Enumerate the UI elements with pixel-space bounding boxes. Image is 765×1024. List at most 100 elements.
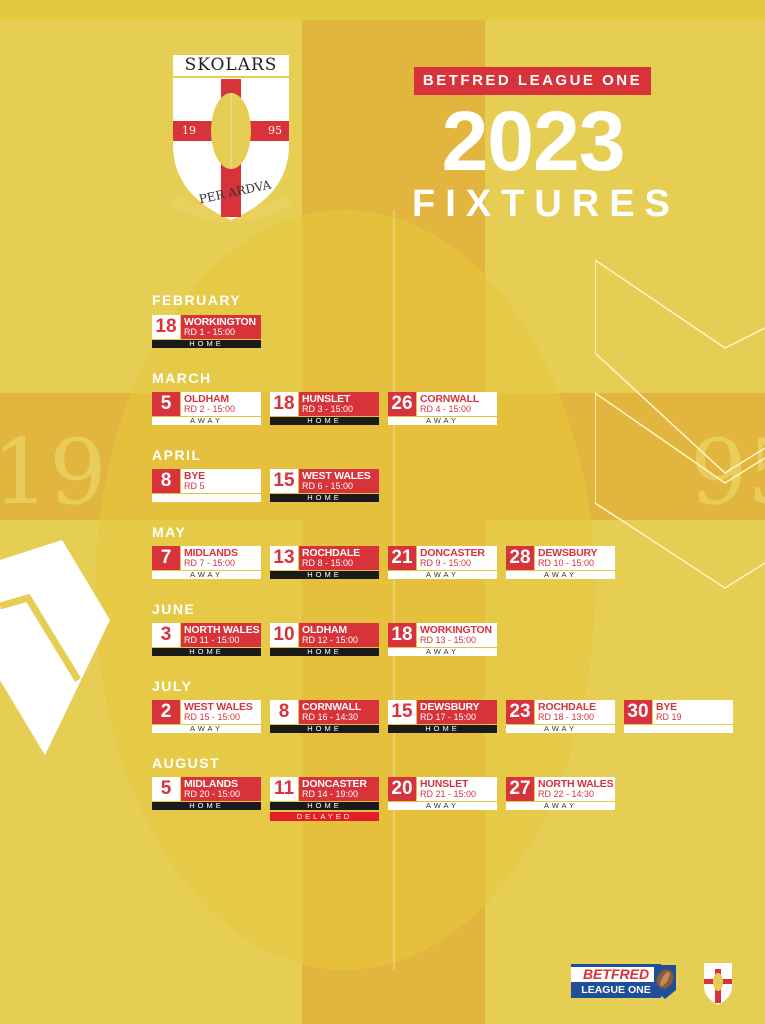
fixture-round: RD 7 - 15:00 (184, 558, 236, 568)
fixture-card: 18 WORKINGTON RD 1 - 15:00 HOME (152, 315, 261, 348)
fixture-day: 26 (388, 392, 416, 416)
fixture-opponent: ROCHDALE (302, 547, 360, 559)
month-heading-august: AUGUST (152, 755, 221, 771)
fixture-round: RD 16 - 14:30 (302, 712, 359, 722)
fixture-day: 3 (152, 623, 180, 647)
fixture-venue: HOME (152, 340, 261, 348)
sponsor-name: BETFRED (571, 964, 661, 984)
season-year: 2023 (441, 94, 626, 188)
chevron-solid-icon (0, 540, 110, 755)
fixture-card: 11 DONCASTER RD 14 - 19:00 HOME (270, 777, 379, 810)
month-heading-july: JULY (152, 678, 193, 694)
fixture-round: RD 6 - 15:00 (302, 481, 354, 491)
fixture-card: 15 WEST WALES RD 6 - 15:00 HOME (270, 469, 379, 502)
fixture-round: RD 12 - 15:00 (302, 635, 359, 645)
fixture-day: 21 (388, 546, 416, 570)
fixture-card: 27 NORTH WALES RD 22 - 14:30 AWAY (506, 777, 615, 810)
fixture-opponent: NORTH WALES (538, 778, 614, 790)
betfred-league-one-logo: BETFRED LEAGUE ONE (571, 964, 677, 999)
fixture-venue: AWAY (506, 571, 615, 579)
fixture-day: 18 (270, 392, 298, 416)
fixture-opponent: OLDHAM (302, 624, 347, 636)
fixture-venue: AWAY (152, 417, 261, 425)
fixture-opponent: DEWSBURY (420, 701, 480, 713)
fixture-info: CORNWALL RD 4 - 15:00 (417, 392, 497, 416)
fixture-info: NORTH WALES RD 22 - 14:30 (535, 777, 615, 801)
fixture-venue: HOME (270, 802, 379, 810)
fixture-round: RD 19 (656, 712, 682, 722)
fixture-opponent: DONCASTER (302, 778, 367, 790)
fixture-info: DEWSBURY RD 17 - 15:00 (417, 700, 497, 724)
fixture-opponent: MIDLANDS (184, 778, 238, 790)
top-strip (0, 0, 765, 20)
fixture-opponent: BYE (656, 701, 677, 713)
fixture-venue: HOME (270, 648, 379, 656)
sponsor-league: LEAGUE ONE (571, 982, 661, 998)
fixture-round: RD 22 - 14:30 (538, 789, 595, 799)
fixture-day: 18 (152, 315, 180, 339)
fixture-info: OLDHAM RD 12 - 15:00 (299, 623, 379, 647)
fixture-opponent: DEWSBURY (538, 547, 598, 559)
fixture-venue: HOME (270, 571, 379, 579)
fixture-card: 5 OLDHAM RD 2 - 15:00 AWAY (152, 392, 261, 425)
fixture-round: RD 10 - 15:00 (538, 558, 595, 568)
fixture-day: 5 (152, 392, 180, 416)
fixture-venue: AWAY (388, 802, 497, 810)
fixture-info: DEWSBURY RD 10 - 15:00 (535, 546, 615, 570)
fixture-venue: HOME (270, 494, 379, 502)
fixture-venue (624, 725, 733, 733)
fixture-round: RD 20 - 15:00 (184, 789, 241, 799)
fixture-venue: HOME (270, 417, 379, 425)
fixture-venue: HOME (152, 802, 261, 810)
fixture-day: 28 (506, 546, 534, 570)
fixture-day: 23 (506, 700, 534, 724)
fixture-venue: AWAY (388, 417, 497, 425)
fixture-info: HUNSLET RD 21 - 15:00 (417, 777, 497, 801)
fixture-day: 8 (152, 469, 180, 493)
fixture-day: 11 (270, 777, 298, 801)
crest-year-left: 19 (182, 124, 196, 137)
fixture-day: 10 (270, 623, 298, 647)
skolars-crest-icon (170, 75, 292, 223)
fixture-card: 20 HUNSLET RD 21 - 15:00 AWAY (388, 777, 497, 810)
fixture-day: 8 (270, 700, 298, 724)
skolars-mini-crest-icon (704, 963, 732, 1005)
fixture-info: DONCASTER RD 14 - 19:00 (299, 777, 379, 801)
fixture-venue: AWAY (152, 571, 261, 579)
fixture-card: 21 DONCASTER RD 9 - 15:00 AWAY (388, 546, 497, 579)
fixture-day: 2 (152, 700, 180, 724)
watermark-year-left: 19 (0, 420, 107, 525)
fixture-opponent: CORNWALL (302, 701, 362, 713)
fixture-opponent: WEST WALES (302, 470, 371, 482)
fixture-day: 30 (624, 700, 652, 724)
fixture-info: NORTH WALES RD 11 - 15:00 (181, 623, 261, 647)
fixture-info: OLDHAM RD 2 - 15:00 (181, 392, 261, 416)
fixture-info: MIDLANDS RD 7 - 15:00 (181, 546, 261, 570)
fixture-card: 13 ROCHDALE RD 8 - 15:00 HOME (270, 546, 379, 579)
fixture-card: 10 OLDHAM RD 12 - 15:00 HOME (270, 623, 379, 656)
fixture-card: 7 MIDLANDS RD 7 - 15:00 AWAY (152, 546, 261, 579)
fixture-info: BYE RD 5 (181, 469, 261, 493)
fixture-venue: AWAY (152, 725, 261, 733)
fixture-round: RD 11 - 15:00 (184, 635, 240, 645)
fixture-day: 20 (388, 777, 416, 801)
fixture-opponent: NORTH WALES (184, 624, 260, 636)
fixture-round: RD 9 - 15:00 (420, 558, 472, 568)
month-heading-march: MARCH (152, 370, 212, 386)
fixture-opponent: CORNWALL (420, 393, 480, 405)
delayed-badge: DELAYED (270, 812, 379, 821)
fixture-info: ROCHDALE RD 8 - 15:00 (299, 546, 379, 570)
fixture-card-bye: 8 BYE RD 5 (152, 469, 261, 502)
fixture-opponent: HUNSLET (302, 393, 351, 405)
chevron-outline-icon (595, 259, 765, 589)
fixture-card-bye: 30 BYE RD 19 (624, 700, 733, 733)
fixture-venue: HOME (152, 648, 261, 656)
crest-club-name: SKOLARS (173, 55, 289, 76)
fixture-day: 13 (270, 546, 298, 570)
fixture-day: 15 (388, 700, 416, 724)
fixture-card: 2 WEST WALES RD 15 - 15:00 AWAY (152, 700, 261, 733)
rugby-ball-badge-icon (654, 965, 676, 999)
page-title: FIXTURES (412, 183, 680, 225)
fixture-info: CORNWALL RD 16 - 14:30 (299, 700, 379, 724)
league-banner: BETFRED LEAGUE ONE (414, 67, 651, 95)
